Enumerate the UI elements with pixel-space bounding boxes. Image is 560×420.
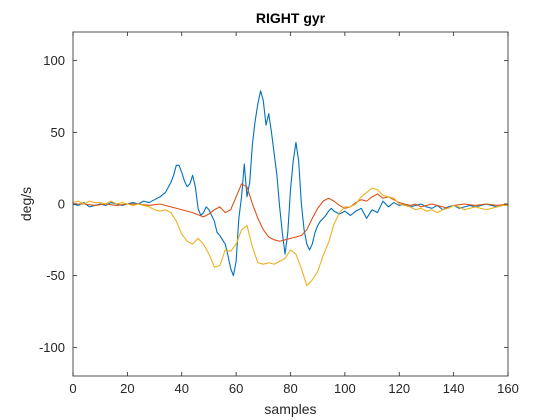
x-tick-label: 60 <box>229 381 243 396</box>
y-tick-label: 50 <box>51 125 65 140</box>
x-tick-label: 120 <box>388 381 410 396</box>
y-tick-label: 0 <box>58 197 65 212</box>
x-axis-label: samples <box>264 401 316 417</box>
series-line-2 <box>72 183 509 242</box>
tick-layer: 0 20 40 60 80 100 120 140 160 -100 -50 0 50 100 <box>39 32 519 396</box>
x-tick-label: 100 <box>334 381 356 396</box>
y-tick-label: -100 <box>39 340 65 355</box>
plot-area <box>73 32 508 376</box>
series-line-3 <box>72 187 509 287</box>
y-tick-label: 100 <box>43 53 65 68</box>
x-tick-label: 0 <box>69 381 76 396</box>
series-layer <box>72 90 509 287</box>
y-axis-label: deg/s <box>18 187 34 221</box>
x-tick-label: 80 <box>283 381 297 396</box>
x-tick-label: 40 <box>175 381 189 396</box>
x-tick-label: 140 <box>443 381 465 396</box>
y-tick-label: -50 <box>46 268 65 283</box>
chart-title: RIGHT gyr <box>256 10 326 26</box>
x-tick-label: 160 <box>497 381 519 396</box>
x-tick-label: 20 <box>120 381 134 396</box>
